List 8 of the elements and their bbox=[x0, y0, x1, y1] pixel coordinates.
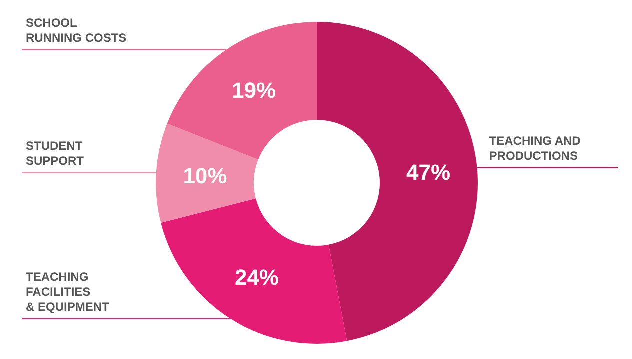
slice-label: TEACHING AND PRODUCTIONS bbox=[489, 134, 582, 163]
slice-label: TEACHING FACILITIES & EQUIPMENT bbox=[26, 270, 110, 314]
slice-label: STUDENT SUPPORT bbox=[26, 138, 85, 168]
slice-label: SCHOOL RUNNING COSTS bbox=[26, 16, 127, 45]
data-label: 24% bbox=[234, 265, 280, 290]
data-label: 47% bbox=[406, 160, 451, 185]
data-label: 19% bbox=[232, 78, 276, 103]
data-label: 10% bbox=[183, 163, 228, 188]
